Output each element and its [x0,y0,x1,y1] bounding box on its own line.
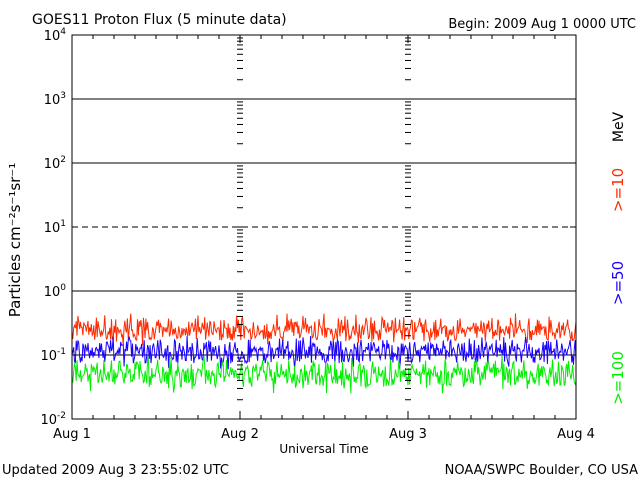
series-line [71,335,577,370]
y-tick-label: 10-1 [40,347,66,364]
legend-entry: >=50 [609,261,627,305]
legend-entry: >=100 [609,351,627,405]
x-tick-label: Aug 3 [389,427,427,442]
x-tick-label: Aug 2 [221,427,259,442]
updated-timestamp: Updated 2009 Aug 3 23:55:02 UTC [2,463,229,478]
legend-entry: >=10 [609,168,627,212]
y-tick-label: 104 [44,27,67,44]
day-tick-marks [71,35,577,420]
y-tick-label: 102 [44,155,66,172]
legend-units: MeV [611,111,627,142]
y-tick-labels: 10-2 10-1 100 101 102 103 104 [40,27,576,428]
x-tick-label: Aug 1 [53,427,91,442]
y-tick-label: 10-2 [40,411,66,428]
chart-title: GOES11 Proton Flux (5 minute data) [32,12,287,28]
y-tick-label: 101 [44,219,66,236]
x-tick-labels: Aug 1 Aug 2 Aug 3 Aug 4 [53,427,595,442]
y-tick-label: 103 [44,91,66,108]
y-tick-label: 100 [44,283,67,300]
begin-date: Begin: 2009 Aug 1 0000 UTC [448,17,636,32]
legend: >=10 >=50 >=100 MeV [609,111,627,404]
series-line [71,355,577,394]
x-tick-label: Aug 4 [557,427,595,442]
y-axis-label: Particles cm⁻²s⁻¹sr⁻¹ [6,163,24,317]
series-line [71,313,577,346]
series-layer [71,313,577,394]
x-axis-label: Universal Time [279,442,368,456]
agency-credit: NOAA/SWPC Boulder, CO USA [445,463,638,478]
